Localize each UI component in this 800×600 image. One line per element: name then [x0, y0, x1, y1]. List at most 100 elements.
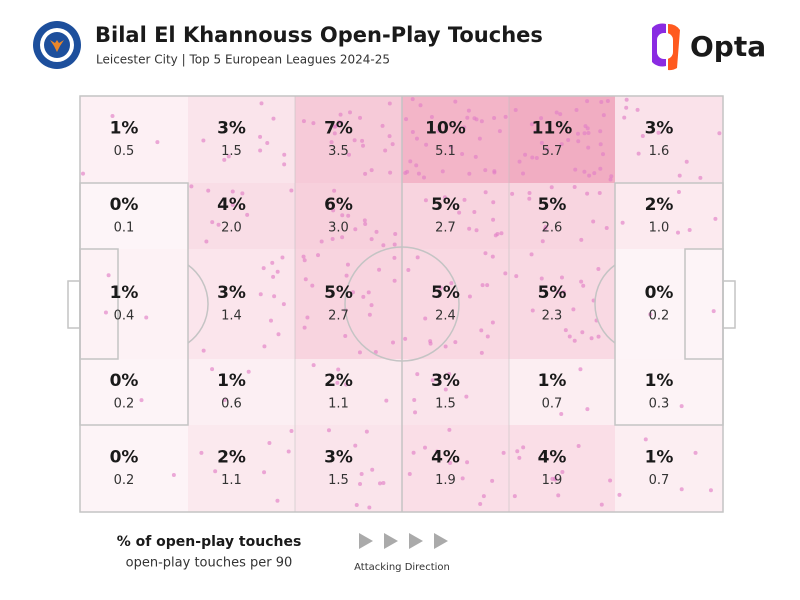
- touch-dot: [559, 275, 564, 280]
- touch-dot: [556, 493, 561, 498]
- touch-dot: [586, 130, 591, 135]
- touch-dot: [332, 188, 337, 193]
- zone: [615, 359, 723, 425]
- touch-dot: [289, 188, 294, 193]
- touch-dot: [442, 195, 447, 200]
- touch-dot: [413, 410, 418, 415]
- touch-dot: [599, 100, 604, 105]
- zone-per90: 2.7: [328, 309, 349, 324]
- zone: [615, 249, 723, 359]
- touch-dot: [338, 112, 343, 117]
- touch-dot: [447, 427, 452, 432]
- touch-dot: [499, 231, 504, 236]
- zone-per90: 0.6: [221, 397, 242, 412]
- touch-dot: [465, 460, 470, 465]
- zone-per90: 2.6: [542, 221, 563, 236]
- touch-dot: [366, 290, 371, 295]
- touch-dot: [302, 258, 307, 263]
- touch-dot: [367, 312, 372, 317]
- zone-per90: 0.2: [649, 309, 670, 324]
- zone: [509, 249, 615, 359]
- touch-dot: [675, 230, 680, 235]
- touch-dot: [222, 398, 227, 403]
- touch-dot: [559, 412, 564, 417]
- touch-dot: [571, 307, 576, 312]
- touch-dot: [492, 170, 497, 175]
- zone-percent: 3%: [217, 283, 246, 303]
- touch-dot: [620, 220, 625, 225]
- touch-dot: [384, 398, 389, 403]
- touch-dot: [336, 119, 341, 124]
- touch-dot: [199, 450, 204, 455]
- touch-dot: [354, 503, 359, 508]
- touch-dot: [449, 145, 454, 150]
- zone-percent: 3%: [217, 119, 246, 139]
- touch-dot: [407, 471, 412, 476]
- touch-dot: [301, 119, 306, 124]
- touch-dot: [483, 251, 488, 256]
- zone-per90: 0.3: [649, 397, 670, 412]
- zone-percent: 3%: [431, 371, 460, 391]
- touch-dot: [467, 294, 472, 299]
- touch-dot: [344, 273, 349, 278]
- zone: [615, 183, 723, 249]
- touch-dot: [418, 103, 423, 108]
- touch-dot: [549, 185, 554, 190]
- touch-dot: [479, 350, 484, 355]
- zone-per90: 1.5: [435, 397, 456, 412]
- touch-dot: [598, 166, 603, 171]
- touch-dot: [462, 197, 467, 202]
- touch-dot: [467, 171, 472, 176]
- touch-dot: [281, 302, 286, 307]
- touch-dot: [560, 470, 565, 475]
- touch-dot: [289, 429, 294, 434]
- touch-dot: [561, 289, 566, 294]
- touch-dot: [272, 294, 277, 299]
- touch-dot: [640, 133, 645, 138]
- touch-dot: [336, 367, 341, 372]
- touch-dot: [453, 340, 458, 345]
- touch-dot: [383, 148, 388, 153]
- touch-dot: [392, 255, 397, 260]
- touch-dot: [364, 429, 369, 434]
- touch-dot: [597, 190, 602, 195]
- touch-dot: [423, 316, 428, 321]
- touch-dot: [346, 152, 351, 157]
- touch-dot: [348, 110, 353, 115]
- touch-dot: [521, 445, 526, 450]
- touch-dot: [155, 140, 160, 145]
- touch-dot: [684, 159, 689, 164]
- touch-dot: [310, 283, 315, 288]
- touch-dot: [226, 154, 231, 159]
- touch-dot: [608, 478, 613, 483]
- touch-dot: [510, 191, 515, 196]
- touch-dot: [275, 269, 280, 274]
- touch-dot: [381, 243, 386, 248]
- touch-dot: [380, 123, 385, 128]
- touch-dot: [414, 163, 419, 168]
- touch-dot: [230, 189, 235, 194]
- touch-dot: [605, 99, 610, 104]
- touch-dot: [346, 213, 351, 218]
- zone-percent: 0%: [645, 283, 674, 303]
- touch-dot: [270, 260, 275, 265]
- touch-dot: [436, 128, 441, 133]
- touch-dot: [343, 334, 348, 339]
- touch-dot: [491, 200, 496, 205]
- touch-dot: [410, 129, 415, 134]
- touch-dot: [206, 188, 211, 193]
- zone-percent: 7%: [324, 119, 353, 139]
- touch-dot: [335, 380, 340, 385]
- zone-percent: 0%: [110, 448, 139, 468]
- zone: [509, 183, 615, 249]
- zone-percent: 5%: [538, 283, 567, 303]
- touch-dot: [713, 216, 718, 221]
- direction-arrows: [359, 533, 448, 549]
- touch-dot: [267, 441, 272, 446]
- club-crest: [33, 21, 81, 69]
- touch-dot: [679, 487, 684, 492]
- zone-per90: 1.9: [435, 473, 456, 488]
- zone-per90: 0.2: [114, 397, 135, 412]
- touch-dot: [555, 290, 560, 295]
